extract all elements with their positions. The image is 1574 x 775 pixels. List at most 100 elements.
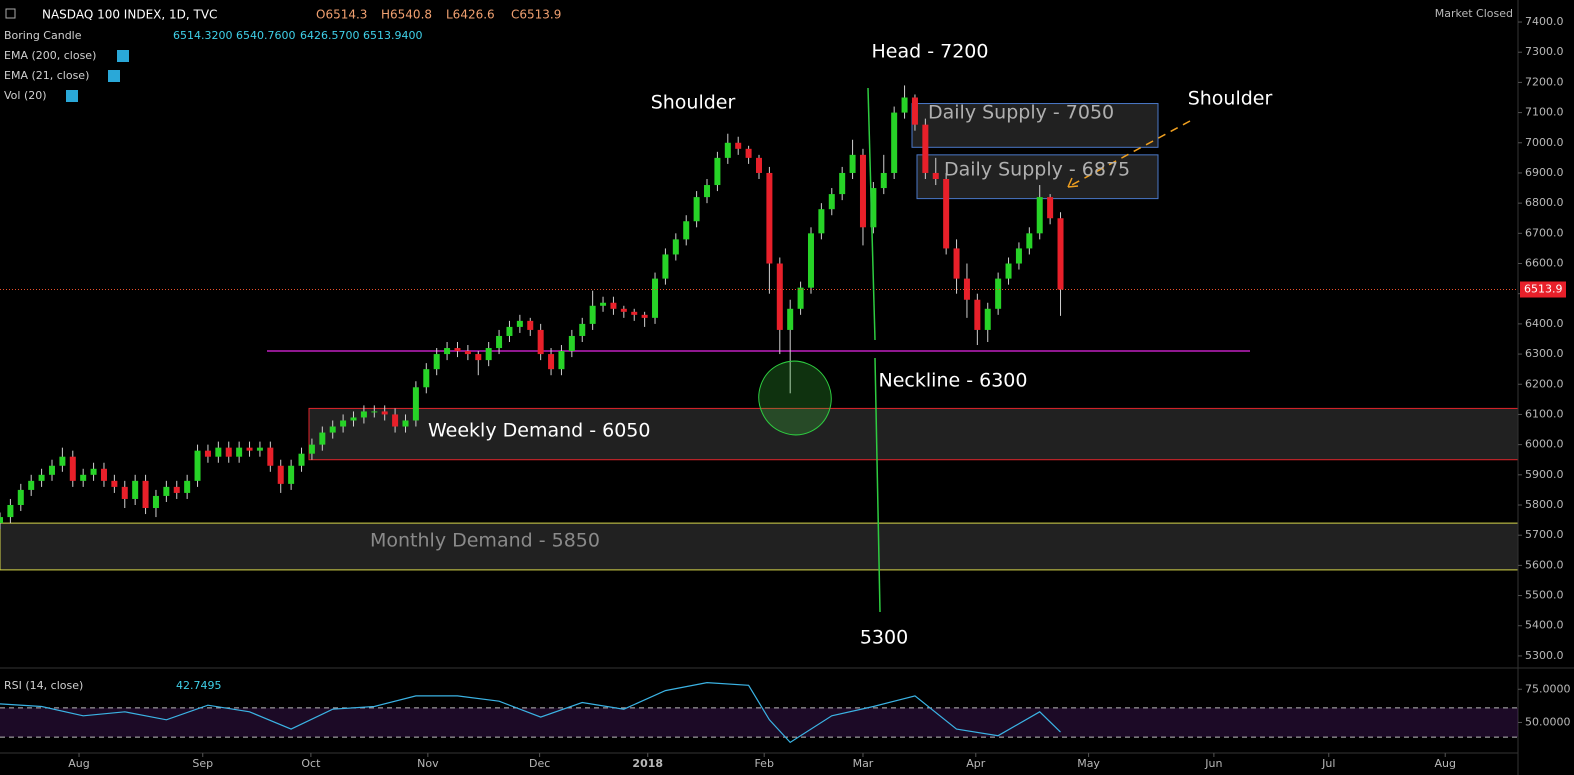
indicator-name[interactable]: Vol (20) xyxy=(4,89,47,102)
candle-body xyxy=(943,178,950,249)
candle-body xyxy=(953,248,960,279)
candle-body xyxy=(475,354,482,361)
candle-body xyxy=(641,314,648,318)
candle-body xyxy=(891,112,898,173)
candle-body xyxy=(423,369,430,388)
zone xyxy=(911,103,1159,148)
candle-body xyxy=(1005,263,1012,279)
candle-body xyxy=(433,354,440,370)
indicator-name[interactable]: EMA (200, close) xyxy=(4,49,96,62)
candle-body xyxy=(558,351,565,370)
open: O6514.3 xyxy=(316,8,367,22)
candle-body xyxy=(236,447,243,457)
candle-body xyxy=(444,348,451,355)
y-tick-label: 6300.0 xyxy=(1525,347,1564,360)
candle-body xyxy=(256,447,263,451)
y-tick-label: 7400.0 xyxy=(1525,15,1564,28)
zone xyxy=(916,154,1159,200)
candle-body xyxy=(267,447,274,466)
candle-body xyxy=(756,157,762,173)
x-tick-label: Dec xyxy=(529,757,550,770)
candle-body xyxy=(163,486,170,496)
candle-body xyxy=(797,287,804,309)
candle-body xyxy=(1015,248,1022,264)
candle-body xyxy=(173,486,180,493)
symbol-title[interactable]: NASDAQ 100 INDEX, 1D, TVC xyxy=(42,8,217,22)
y-tick-label: 6100.0 xyxy=(1525,407,1564,420)
candle-body xyxy=(454,348,461,352)
x-tick-label: Jul xyxy=(1321,757,1335,770)
candle-body xyxy=(246,447,253,451)
zone-label: Daily Supply - 6875 xyxy=(944,159,1130,181)
candle-body xyxy=(610,302,617,309)
annotation: Shoulder xyxy=(1188,88,1273,110)
candle-body xyxy=(880,172,887,189)
rsi-y-tick-label: 75.0000 xyxy=(1525,682,1571,695)
x-tick-label: Jun xyxy=(1204,757,1222,770)
y-tick-label: 6400.0 xyxy=(1525,317,1564,330)
candle-body xyxy=(693,197,700,222)
collapse-icon[interactable] xyxy=(5,8,16,19)
last-price-label: 6513.9 xyxy=(1524,283,1563,296)
candle-body xyxy=(652,278,659,318)
x-tick-label: Sep xyxy=(192,757,213,770)
candle-body xyxy=(787,308,794,330)
arrow-head xyxy=(1067,177,1079,188)
indicator-icon[interactable] xyxy=(66,90,78,102)
candle-body xyxy=(870,188,877,228)
x-tick-label: Apr xyxy=(966,757,986,770)
candle-body xyxy=(371,411,378,413)
arrow-line xyxy=(1067,120,1191,188)
candle-body xyxy=(995,278,1002,309)
candle-body xyxy=(600,302,607,306)
candle-body xyxy=(839,172,846,195)
candle-body xyxy=(100,468,107,481)
y-tick-label: 6000.0 xyxy=(1525,438,1564,451)
candle-body xyxy=(932,172,939,179)
candle-body xyxy=(288,465,295,484)
rsi-title[interactable]: RSI (14, close) xyxy=(4,679,83,692)
candle-body xyxy=(1026,233,1033,249)
candle-body xyxy=(329,426,336,433)
high: H6540.8 xyxy=(381,8,432,22)
candle-body xyxy=(766,172,773,264)
rsi-band xyxy=(0,707,1518,738)
indicator-icon[interactable] xyxy=(108,70,120,82)
y-tick-label: 5300.0 xyxy=(1525,649,1564,662)
candle-body xyxy=(111,480,118,487)
candle-body xyxy=(683,221,690,240)
y-tick-label: 7100.0 xyxy=(1525,106,1564,119)
candle-body xyxy=(828,194,835,210)
candle-body xyxy=(464,351,471,355)
y-tick-label: 6800.0 xyxy=(1525,196,1564,209)
candle-body xyxy=(204,450,211,457)
indicator-value: 6513.9400 xyxy=(363,29,423,42)
candle-body xyxy=(184,480,191,493)
candle-body xyxy=(859,154,866,228)
y-tick-label: 5900.0 xyxy=(1525,468,1564,481)
x-tick-label: Aug xyxy=(68,757,89,770)
indicator-icon[interactable] xyxy=(117,50,129,62)
candle-body xyxy=(48,465,55,475)
y-tick-label: 5700.0 xyxy=(1525,528,1564,541)
candle-body xyxy=(215,447,222,457)
indicator-name[interactable]: Boring Candle xyxy=(4,29,82,42)
candle-body xyxy=(818,209,825,234)
candle-body xyxy=(1057,218,1064,290)
rsi-value: 42.7495 xyxy=(176,679,222,692)
last-price-box xyxy=(1520,281,1566,298)
rsi-y-tick-label: 50.0000 xyxy=(1525,715,1571,728)
candle-body xyxy=(319,432,326,445)
candle-body xyxy=(901,97,908,113)
indicator-value: 6426.5700 xyxy=(300,29,360,42)
candle-body xyxy=(579,323,586,336)
candle-body xyxy=(506,326,513,336)
candle-body xyxy=(496,335,503,349)
y-tick-label: 6900.0 xyxy=(1525,166,1564,179)
candle-body xyxy=(1047,197,1054,219)
indicator-name[interactable]: EMA (21, close) xyxy=(4,69,89,82)
candle-body xyxy=(80,474,87,481)
candle-body xyxy=(631,311,638,315)
